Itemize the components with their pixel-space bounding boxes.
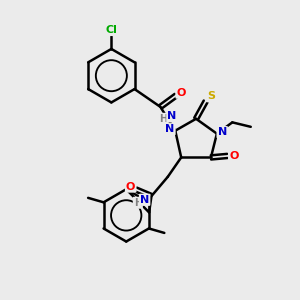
Text: N: N bbox=[218, 127, 227, 137]
Text: S: S bbox=[207, 91, 215, 101]
Text: O: O bbox=[176, 88, 186, 98]
Text: N: N bbox=[140, 195, 149, 205]
Text: H: H bbox=[134, 198, 142, 208]
Text: H: H bbox=[159, 114, 167, 124]
Text: O: O bbox=[229, 151, 239, 161]
Text: N: N bbox=[165, 124, 175, 134]
Text: O: O bbox=[126, 182, 135, 192]
Text: Cl: Cl bbox=[105, 25, 117, 35]
Text: N: N bbox=[167, 111, 177, 122]
